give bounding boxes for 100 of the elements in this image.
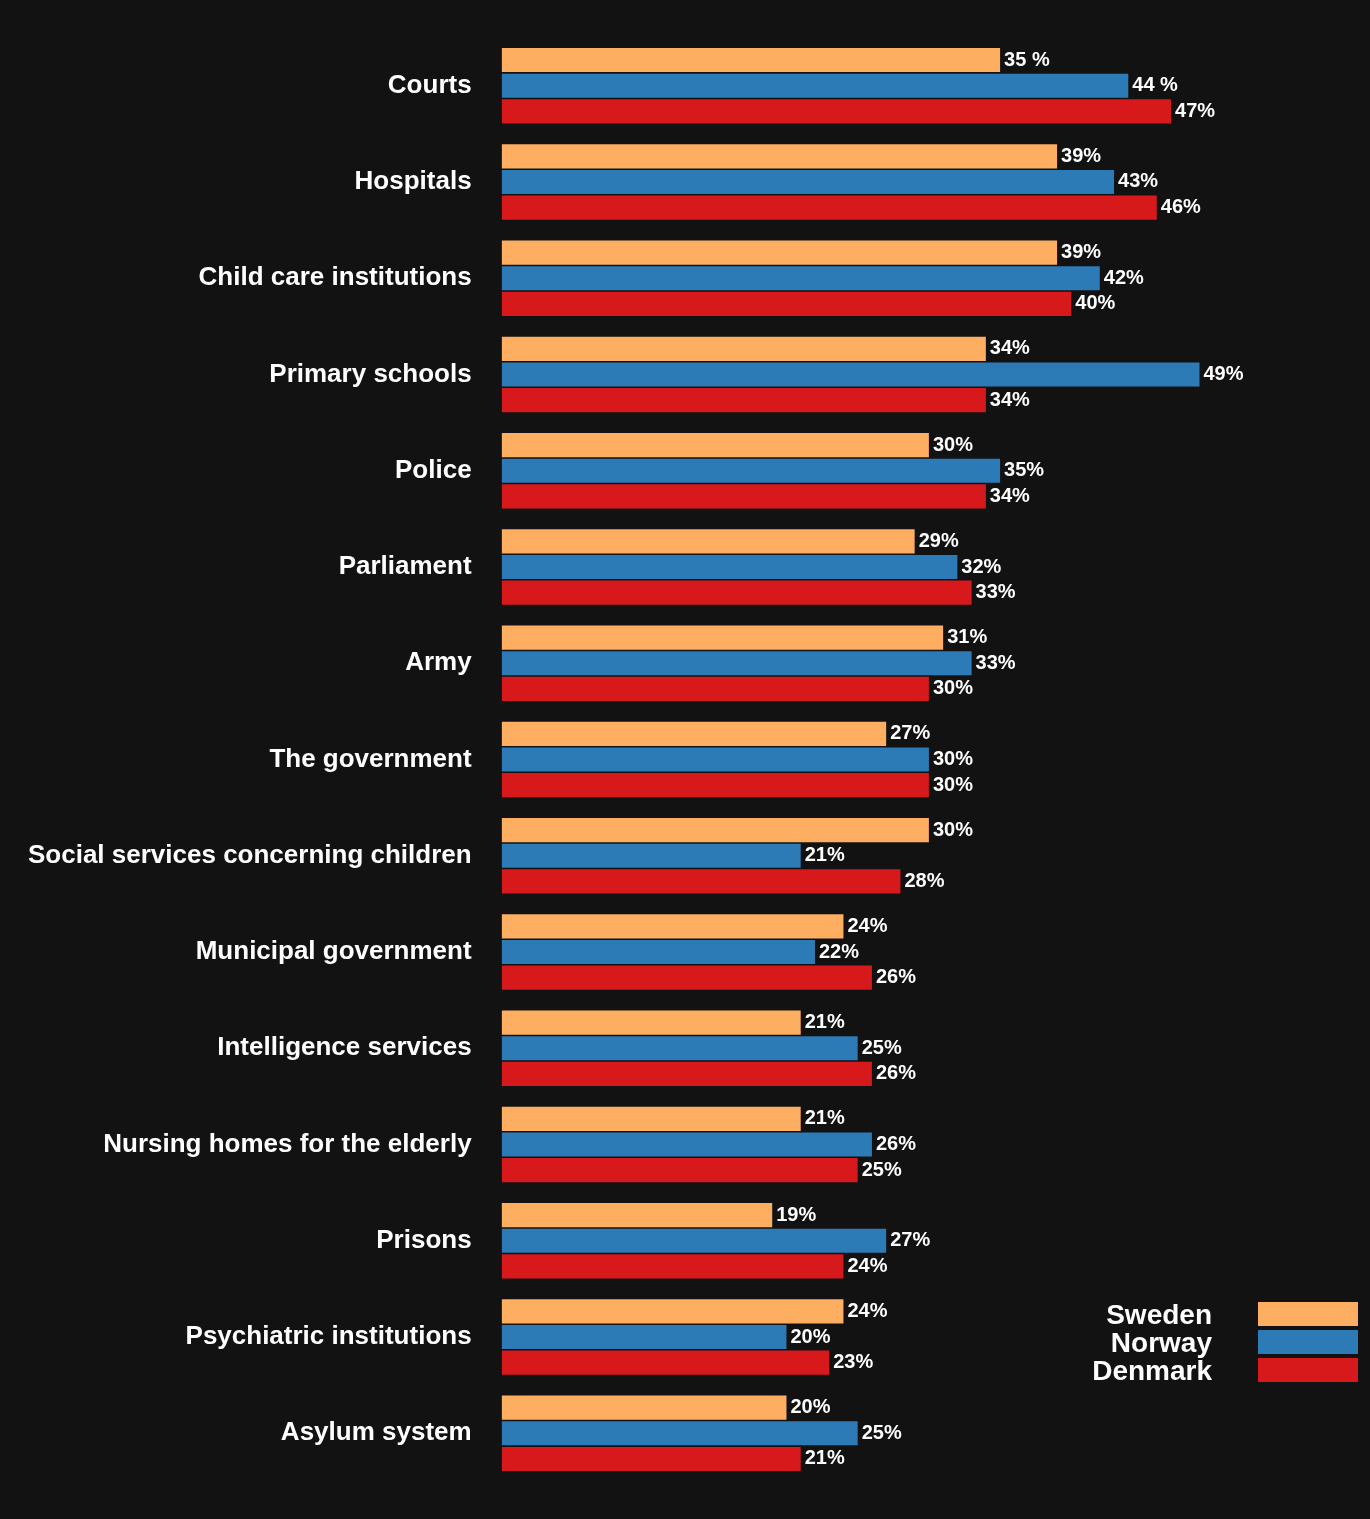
data-label: 21%: [804, 1106, 845, 1129]
data-label: 27%: [890, 1228, 931, 1251]
data-label: 29%: [918, 528, 959, 551]
y-tick-label: Psychiatric institutions: [185, 1320, 472, 1351]
y-tick-label: Hospitals: [354, 165, 472, 196]
bar: [501, 843, 801, 868]
bar: [501, 266, 1100, 291]
y-tick-label: Asylum system: [280, 1416, 472, 1447]
bar: [501, 73, 1129, 98]
bar: [501, 1061, 872, 1086]
y-tick-label: The government: [269, 742, 472, 773]
y-tick-label: Municipal government: [195, 935, 472, 966]
data-label: 20%: [790, 1395, 831, 1418]
bar: [501, 433, 929, 458]
bar: [501, 651, 972, 676]
data-label: 25%: [861, 1157, 902, 1180]
data-label: 20%: [790, 1324, 831, 1347]
bar: [501, 554, 958, 580]
y-tick-label: Prisons: [376, 1223, 472, 1254]
data-label: 43%: [1118, 169, 1159, 192]
data-label: 27%: [890, 721, 931, 744]
bar: [501, 99, 1172, 124]
bar: [501, 1010, 801, 1035]
data-label: 26%: [875, 965, 917, 988]
bar: [501, 1132, 872, 1157]
data-label: 33%: [975, 580, 1016, 603]
bar: [501, 914, 844, 939]
data-label: 39%: [1061, 240, 1102, 263]
y-tick-label: Nursing homes for the elderly: [103, 1127, 473, 1158]
bar: [501, 1158, 858, 1183]
data-label: 21%: [804, 1446, 845, 1469]
bar: [501, 869, 901, 894]
bar: [501, 529, 915, 554]
bar: [501, 240, 1058, 265]
bar: [501, 1421, 858, 1446]
bar: [501, 580, 972, 605]
y-tick-label: Army: [405, 646, 473, 677]
data-label: 46%: [1160, 195, 1202, 218]
legend-label: Norway: [1109, 1327, 1212, 1358]
bar: [501, 818, 929, 843]
data-label: 33%: [975, 650, 1016, 673]
y-tick-label: Police: [395, 453, 472, 484]
data-label: 25%: [861, 1035, 902, 1058]
bar: [501, 362, 1200, 387]
bar: [501, 1106, 801, 1131]
bar: [501, 1299, 844, 1324]
data-label: 24%: [847, 913, 888, 936]
y-tick-label: Child care institutions: [198, 261, 472, 292]
bar: [501, 625, 944, 650]
data-label: 39%: [1061, 143, 1102, 166]
y-tick-label: Courts: [387, 68, 472, 99]
data-label: 21%: [804, 843, 845, 866]
data-label: 22%: [818, 939, 860, 962]
y-tick-label: Primary schools: [269, 357, 472, 388]
bar: [501, 1350, 830, 1375]
data-label: 26%: [875, 1061, 917, 1084]
data-label: 30%: [932, 817, 974, 840]
bar: [501, 1395, 787, 1420]
data-label: 30%: [932, 432, 974, 455]
data-label: 21%: [804, 1010, 845, 1033]
bar: [501, 1254, 844, 1279]
data-label: 24%: [847, 1298, 888, 1321]
bar: [501, 169, 1115, 195]
data-label: 44 %: [1132, 73, 1179, 96]
y-tick-label: Social services concerning children: [28, 838, 472, 869]
bar: [501, 747, 929, 772]
data-label: 47%: [1175, 98, 1216, 121]
bar: [501, 388, 986, 413]
bar: [501, 291, 1072, 316]
data-label: 42%: [1103, 265, 1145, 288]
data-label: 23%: [833, 1350, 874, 1373]
bar: [501, 144, 1058, 169]
bar: [501, 1446, 801, 1472]
bar: [501, 1036, 858, 1061]
bar: [501, 336, 986, 361]
data-label: 34%: [989, 483, 1031, 506]
data-label: 25%: [861, 1420, 902, 1443]
data-label: 28%: [904, 868, 945, 891]
bar: [501, 195, 1157, 220]
data-label: 32%: [961, 554, 1002, 577]
y-tick-label: Intelligence services: [217, 1031, 472, 1062]
bar: [501, 773, 929, 798]
bar: [501, 1324, 787, 1350]
data-label: 31%: [947, 625, 988, 648]
legend-label: Sweden: [1105, 1299, 1212, 1330]
data-label: 30%: [932, 772, 974, 795]
data-label: 26%: [875, 1132, 917, 1155]
data-label: 30%: [932, 747, 974, 770]
bar: [501, 484, 986, 509]
bar: [501, 458, 1001, 483]
data-label: 40%: [1075, 291, 1116, 314]
bar: [501, 676, 929, 701]
data-label: 30%: [932, 676, 974, 699]
bar: [501, 48, 1001, 73]
data-label: 35%: [1004, 458, 1045, 481]
data-label: 34%: [989, 336, 1031, 359]
data-label: 24%: [847, 1253, 888, 1276]
data-label: 49%: [1203, 362, 1244, 384]
bar: [501, 721, 887, 746]
data-label: 34%: [989, 387, 1031, 410]
